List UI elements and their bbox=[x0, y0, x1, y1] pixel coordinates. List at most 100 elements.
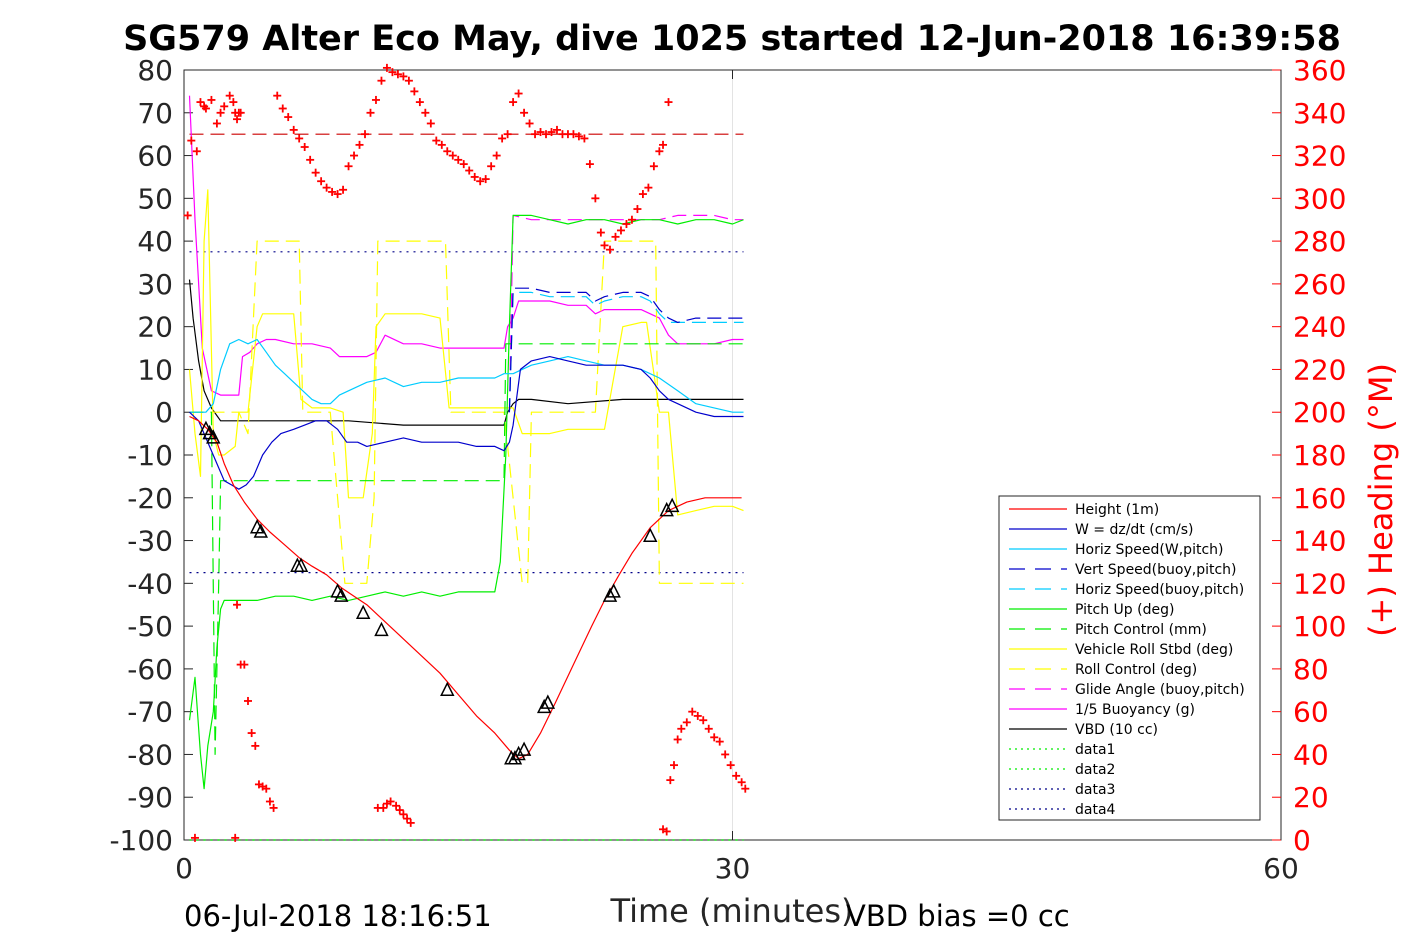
heading-point bbox=[386, 797, 395, 806]
x-tick-label: 0 bbox=[175, 852, 193, 885]
heading-point bbox=[580, 134, 589, 143]
right-y-tick-label: 260 bbox=[1293, 268, 1346, 301]
y-tick-label: -20 bbox=[127, 482, 173, 515]
legend-label: data2 bbox=[1075, 762, 1115, 778]
heading-point bbox=[201, 104, 210, 113]
heading-point bbox=[591, 194, 600, 203]
heading-point bbox=[236, 108, 245, 117]
heading-point bbox=[666, 776, 675, 785]
heading-point bbox=[395, 806, 404, 815]
heading-point bbox=[606, 245, 615, 254]
right-y-tick-label: 220 bbox=[1293, 353, 1346, 386]
heading-point bbox=[732, 771, 741, 780]
y-tick-label: -60 bbox=[127, 653, 173, 686]
heading-point bbox=[350, 151, 359, 160]
heading-point bbox=[220, 102, 229, 111]
heading-point bbox=[284, 113, 293, 122]
heading-point bbox=[187, 136, 196, 145]
heading-point bbox=[443, 147, 452, 156]
legend-label: Height (1m) bbox=[1075, 502, 1159, 518]
heading-point bbox=[399, 810, 408, 819]
triangle-marker bbox=[355, 604, 371, 620]
heading-point bbox=[426, 119, 435, 128]
triangle-marker bbox=[540, 694, 556, 709]
series-layer bbox=[188, 95, 744, 841]
heading-point bbox=[192, 147, 201, 156]
right-y-axis-label: (+) Heading (°M) bbox=[1362, 363, 1400, 637]
heading-point bbox=[403, 814, 412, 823]
heading-point bbox=[251, 741, 260, 750]
heading-point bbox=[600, 241, 609, 250]
series-line-w-dz-dt-cm-s bbox=[189, 356, 744, 490]
x-tick-label: 60 bbox=[1263, 852, 1299, 885]
heading-point bbox=[247, 729, 256, 738]
heading-point bbox=[262, 784, 271, 793]
heading-point bbox=[404, 76, 413, 85]
legend-label: Vehicle Roll Stbd (deg) bbox=[1075, 642, 1233, 658]
triangle-marker bbox=[536, 698, 552, 714]
right-y-tick-label: 320 bbox=[1293, 140, 1346, 173]
legend-label: Horiz Speed(buoy,pitch) bbox=[1075, 582, 1244, 598]
triangle-marker bbox=[511, 745, 526, 761]
right-y-tick-label: 60 bbox=[1293, 696, 1329, 729]
heading-point bbox=[459, 160, 468, 169]
legend: Height (1m) W = dz/dt (cm/s) Horiz Speed(W… bbox=[998, 495, 1261, 821]
legend-label: Vert Speed(buoy,pitch) bbox=[1075, 562, 1237, 578]
heading-point bbox=[476, 177, 485, 186]
heading-point bbox=[448, 151, 457, 160]
heading-point bbox=[525, 119, 534, 128]
legend-label: Pitch Up (deg) bbox=[1075, 602, 1174, 618]
series-line-pitch-control-mm bbox=[189, 343, 744, 756]
legend-label: data4 bbox=[1075, 802, 1116, 818]
heading-point bbox=[366, 108, 375, 117]
series-line-pitch-up-deg bbox=[188, 214, 744, 790]
legend-label: Glide Angle (buoy,pitch) bbox=[1075, 682, 1245, 698]
heading-point bbox=[520, 108, 529, 117]
right-y-axis: 3603403203002802602402202001801601401201… bbox=[1272, 54, 1346, 857]
heading-point bbox=[300, 143, 309, 151]
y-tick-label: -100 bbox=[109, 824, 173, 857]
heading-point bbox=[183, 211, 192, 220]
heading-point bbox=[726, 761, 735, 770]
heading-point bbox=[229, 98, 238, 107]
heading-point bbox=[611, 232, 620, 241]
heading-point bbox=[627, 215, 636, 224]
heading-point bbox=[273, 91, 282, 100]
heading-point bbox=[699, 716, 708, 725]
heading-point bbox=[569, 130, 578, 139]
triangle-marker bbox=[206, 429, 221, 444]
heading-point bbox=[339, 185, 348, 194]
heading-point bbox=[662, 827, 671, 836]
triangle-marker bbox=[507, 750, 523, 765]
heading-point bbox=[392, 801, 401, 810]
series-line-vert-speed-buoy-pitch bbox=[508, 287, 744, 413]
heading-point bbox=[673, 735, 682, 744]
chart-title: SG579 Alter Eco May, dive 1025 started 1… bbox=[123, 19, 1341, 59]
heading-point bbox=[465, 166, 474, 175]
footer-timestamp: 06-Jul-2018 18:16:51 bbox=[184, 899, 492, 933]
triangle-marker bbox=[516, 741, 532, 756]
x-axis-label: Time (minutes) bbox=[610, 892, 854, 930]
heading-point bbox=[737, 778, 746, 787]
series-line-vehicle-roll-stbd-deg bbox=[188, 189, 744, 516]
heading-point bbox=[196, 98, 205, 107]
right-y-tick-label: 360 bbox=[1293, 54, 1346, 87]
y-tick-label: -30 bbox=[127, 525, 173, 558]
y-tick-label: -90 bbox=[127, 781, 173, 814]
right-y-tick-label: 160 bbox=[1293, 482, 1346, 515]
triangle-marker bbox=[293, 557, 309, 572]
y-tick-label: -10 bbox=[127, 439, 173, 472]
heading-point bbox=[492, 151, 501, 160]
heading-point bbox=[638, 190, 647, 199]
heading-point bbox=[269, 803, 278, 812]
heading-point bbox=[278, 104, 287, 113]
heading-point bbox=[514, 89, 523, 98]
y-tick-label: 20 bbox=[137, 311, 173, 344]
heading-point bbox=[552, 125, 561, 134]
heading-point bbox=[633, 205, 642, 214]
triangle-marker bbox=[659, 501, 674, 517]
series-line-height-1m bbox=[189, 415, 742, 760]
heading-point bbox=[243, 696, 252, 705]
right-y-tick-label: 40 bbox=[1293, 738, 1329, 771]
